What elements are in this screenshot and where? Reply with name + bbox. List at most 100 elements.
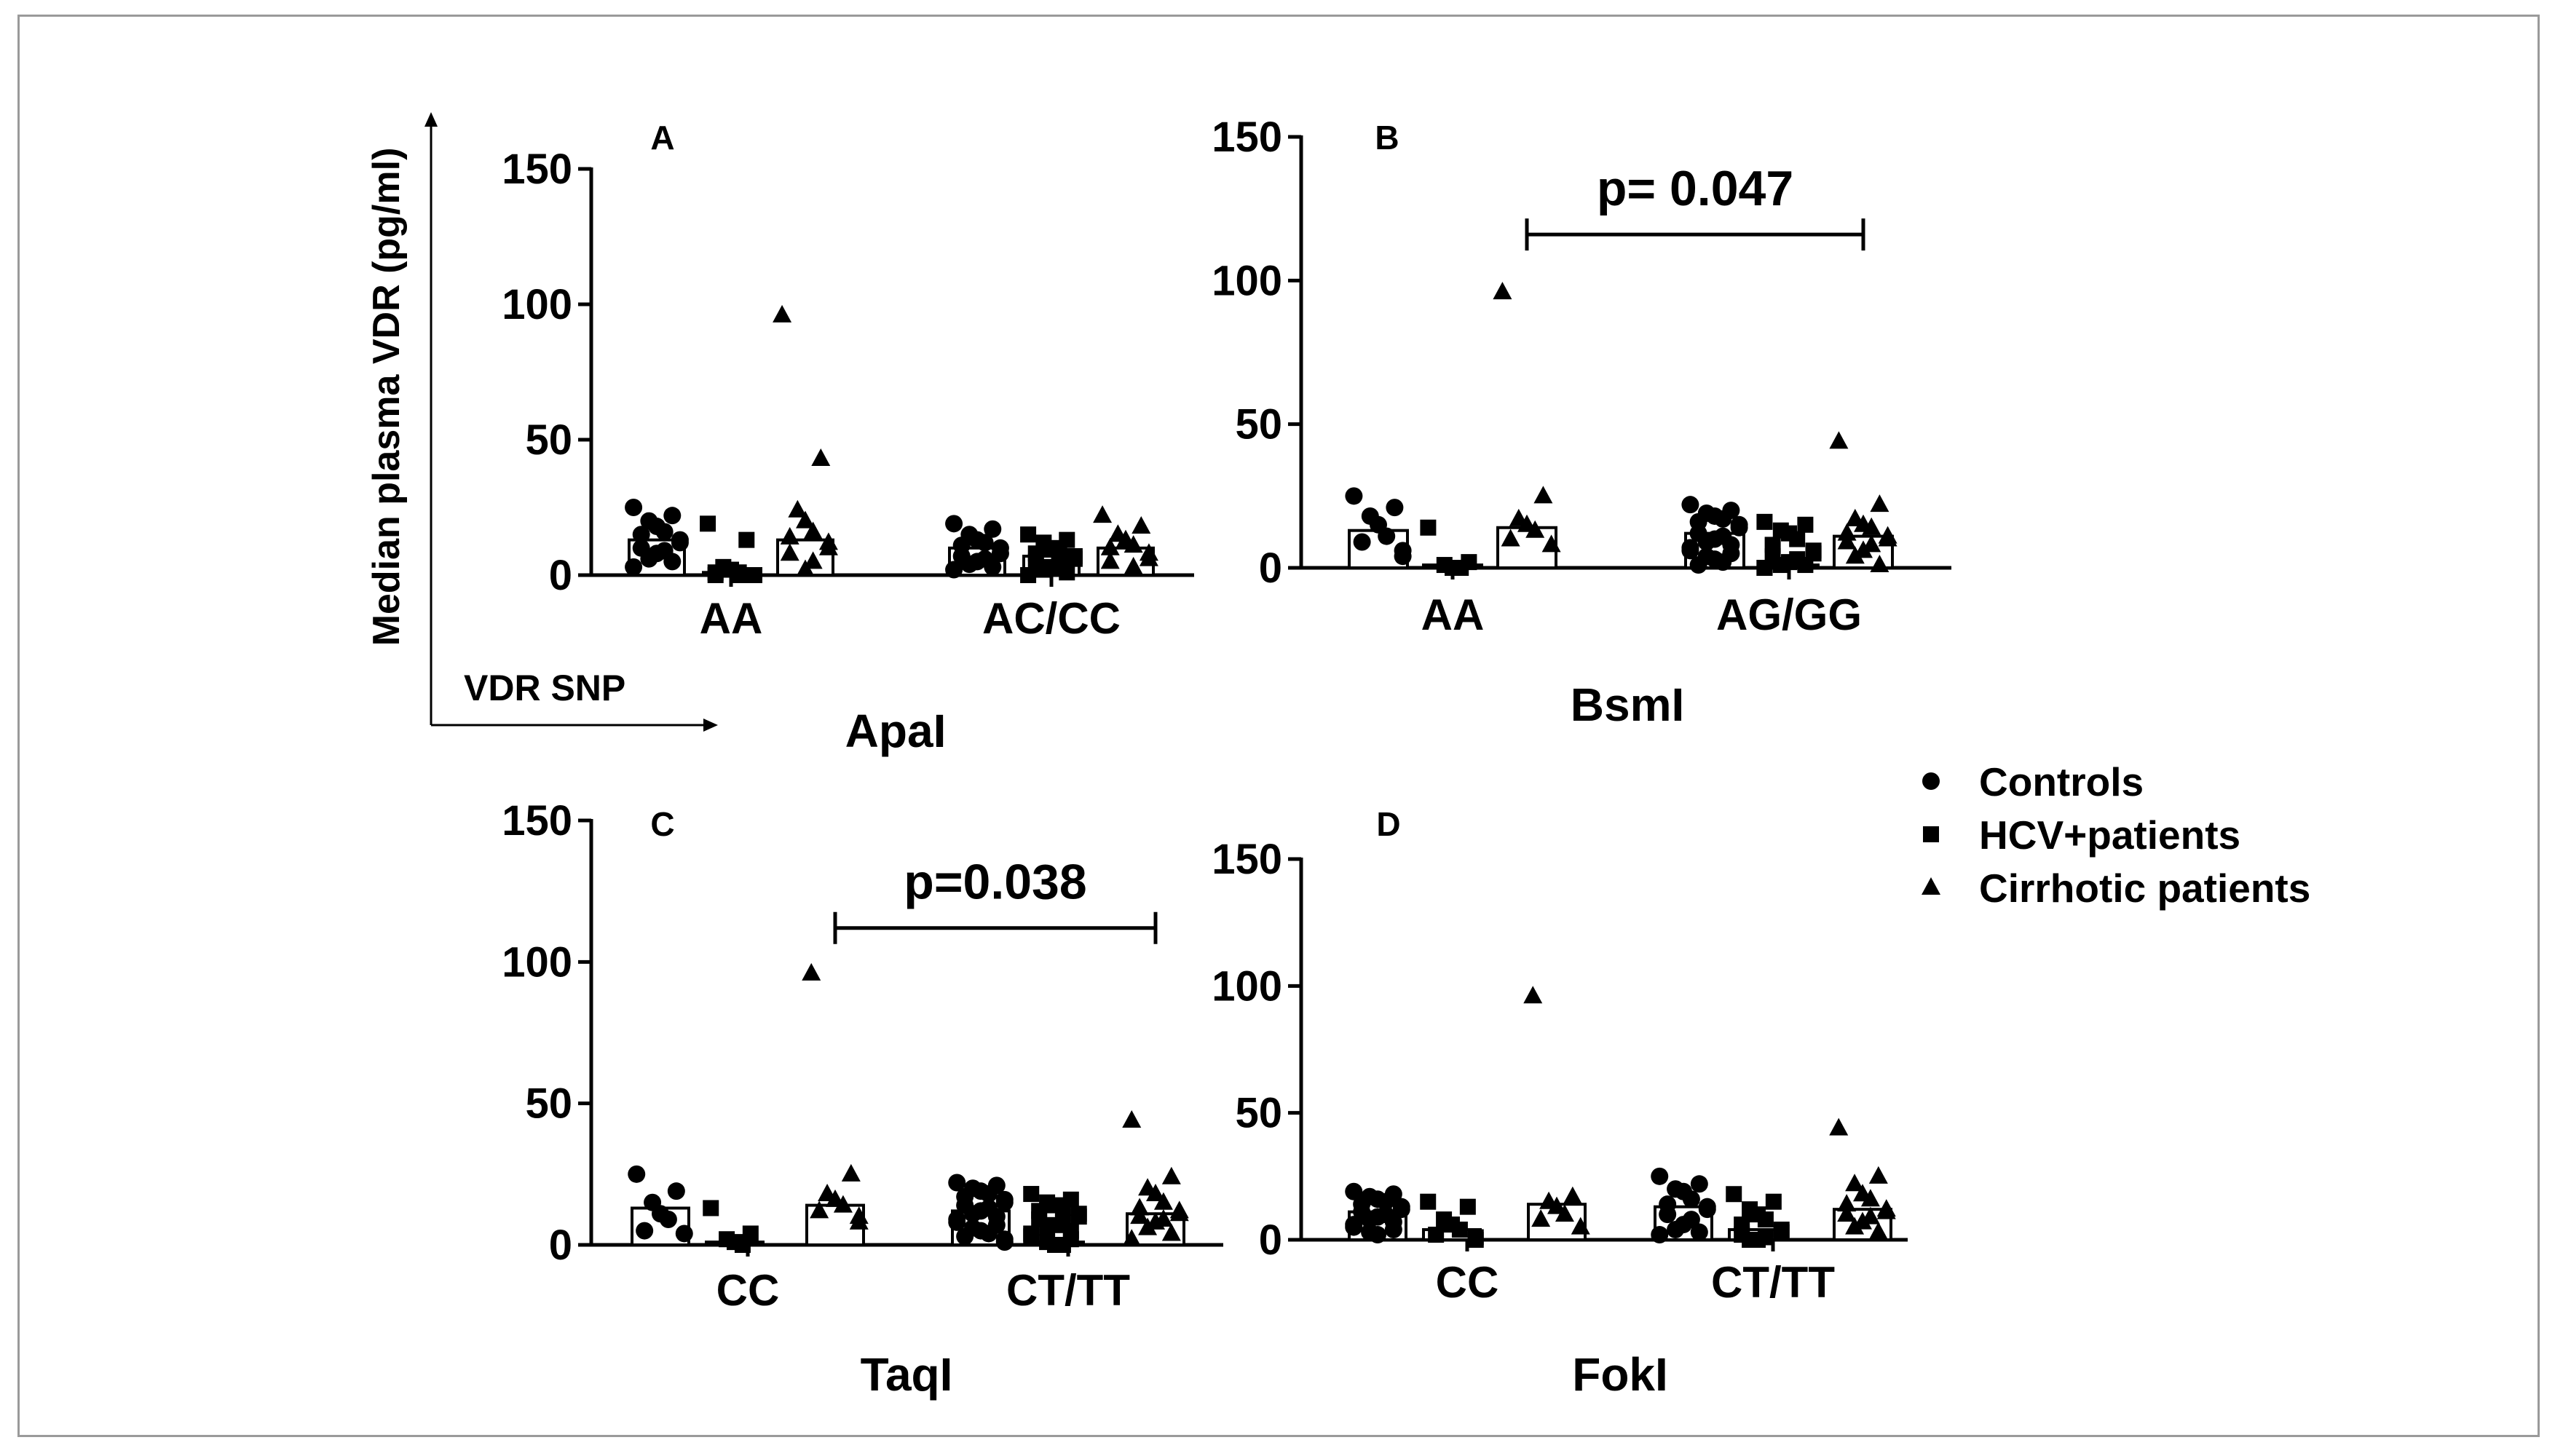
legend-marker-circle [1922, 772, 1940, 790]
y-guide-arrowhead [424, 112, 438, 127]
point-circle [628, 1165, 646, 1183]
point-circle [1384, 1221, 1402, 1239]
point-circle [945, 561, 963, 579]
point-square [1773, 1224, 1790, 1241]
point-triangle [1870, 555, 1889, 573]
point-circle [984, 558, 1002, 576]
panel-d: 0 50 100 150 D FokI CC CT/TT [1212, 805, 1908, 1401]
point-triangle [1146, 1184, 1165, 1202]
legend-label: Cirrhotic patients [1979, 866, 2310, 911]
point-circle [1392, 1200, 1410, 1219]
point-triangle [1153, 1192, 1173, 1210]
point-square [1066, 550, 1083, 567]
point-circle [976, 534, 994, 552]
point-triangle [1093, 505, 1113, 523]
point-square [1459, 1198, 1476, 1215]
point-circle [1681, 496, 1699, 514]
point-square [734, 1237, 751, 1253]
point-circle [1651, 1167, 1669, 1185]
y-tick-label: 0 [549, 552, 572, 599]
category-label: CT/TT [1711, 1258, 1835, 1307]
point-triangle [841, 1163, 861, 1182]
point-circle [1682, 1190, 1700, 1208]
point-circle [995, 1233, 1014, 1251]
point-triangle [1169, 1203, 1189, 1222]
y-tick-label: 150 [1212, 114, 1282, 161]
point-triangle [1555, 1204, 1574, 1222]
point-square [1020, 567, 1037, 583]
point-triangle [773, 304, 792, 323]
point-circle [948, 1213, 966, 1231]
point-triangle [1876, 1201, 1896, 1219]
point-circle [1714, 510, 1732, 528]
point-circle [1690, 1223, 1708, 1241]
point-circle [1659, 1206, 1677, 1224]
point-triangle [1139, 548, 1158, 566]
point-square [1451, 1222, 1468, 1238]
point-triangle [1868, 1222, 1888, 1240]
point-circle [964, 1205, 982, 1223]
y-tick-label: 100 [1212, 962, 1282, 1010]
panel-c: 0 50 100 150 C TaqI CC CT/TT p=0.038 [502, 797, 1223, 1401]
point-square [1054, 1200, 1071, 1216]
point-triangle [1501, 529, 1520, 547]
point-circle [1369, 1226, 1386, 1244]
legend-label: Controls [1979, 759, 2144, 804]
point-triangle [1837, 1204, 1857, 1222]
y-tick-label: 50 [525, 1080, 572, 1128]
point-square [1023, 1186, 1040, 1203]
point-square [1789, 531, 1806, 547]
point-triangle [810, 1200, 829, 1219]
point-triangle [1161, 1166, 1181, 1184]
point-square [1420, 1193, 1437, 1210]
point-circle [979, 1224, 998, 1243]
panel-b: 0 50 100 150 B BsmI AA AG/GG p= 0.047 [1212, 114, 1951, 731]
point-triangle [796, 559, 815, 577]
point-square [1726, 1186, 1742, 1203]
point-circle [636, 1222, 654, 1240]
point-triangle [1860, 1189, 1880, 1207]
point-triangle [1161, 1223, 1181, 1241]
point-circle [675, 1224, 693, 1243]
point-triangle [1837, 531, 1857, 550]
point-square [1020, 526, 1037, 543]
point-square [1765, 1193, 1782, 1210]
panel-title: ApaI [845, 705, 947, 757]
category-label: AG/GG [1716, 590, 1862, 639]
y-tick-label: 0 [1259, 1216, 1282, 1264]
point-circle [625, 499, 643, 516]
point-square [1035, 561, 1052, 578]
point-triangle [849, 1211, 869, 1230]
point-triangle [1862, 517, 1881, 535]
panel-title: BsmI [1571, 678, 1685, 731]
panel-letter: D [1376, 805, 1400, 843]
point-circle [625, 558, 643, 576]
point-circle [671, 534, 689, 552]
y-tick-label: 50 [525, 416, 572, 464]
point-triangle [803, 551, 823, 569]
y-tick-label: 0 [549, 1222, 572, 1269]
point-triangle [802, 962, 821, 981]
y-tick-label: 150 [502, 797, 572, 844]
point-square [1797, 516, 1814, 533]
point-circle [655, 523, 674, 541]
point-circle [1345, 1182, 1363, 1200]
point-circle [956, 1227, 974, 1246]
point-square [1757, 1211, 1774, 1228]
point-square [1742, 1232, 1758, 1248]
figure-frame [17, 15, 2540, 1437]
point-circle [663, 507, 682, 525]
point-triangle [1123, 535, 1143, 553]
point-triangle [1878, 529, 1897, 547]
x-axis-title: VDR SNP [464, 668, 625, 708]
point-triangle [818, 537, 838, 555]
point-circle [632, 526, 650, 544]
point-circle [1651, 1226, 1669, 1244]
point-circle [1353, 533, 1371, 551]
point-square [700, 515, 716, 532]
legend-label: HCV+patients [1979, 812, 2240, 858]
point-triangle [1493, 282, 1512, 300]
point-triangle [1870, 494, 1889, 513]
y-tick-label: 0 [1259, 545, 1282, 592]
